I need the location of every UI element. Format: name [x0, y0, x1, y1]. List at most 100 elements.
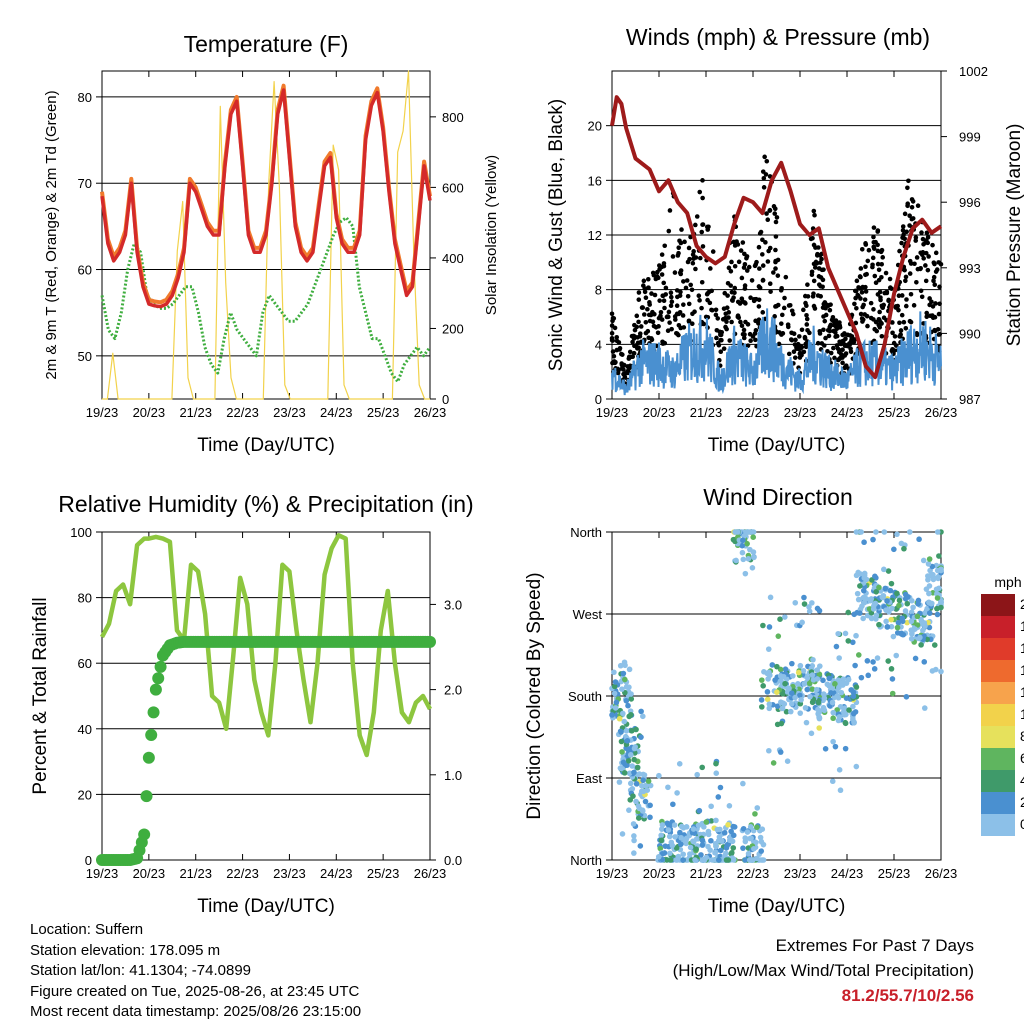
- direction-point: [747, 823, 754, 830]
- gust-point: [688, 282, 694, 288]
- direction-point: [639, 808, 646, 814]
- direction-point: [884, 598, 890, 604]
- direction-point: [820, 677, 826, 684]
- legend-label: 6: [1020, 750, 1024, 766]
- gust-point: [891, 340, 897, 346]
- gust-point: [819, 341, 825, 346]
- gust-point: [773, 247, 778, 253]
- gust-point: [937, 301, 942, 307]
- solar-insolation-line: [102, 70, 430, 400]
- direction-point: [826, 675, 832, 682]
- direction-point: [804, 686, 811, 693]
- direction-points: [609, 529, 944, 863]
- direction-point: [934, 529, 941, 535]
- direction-point: [832, 681, 838, 687]
- direction-point: [813, 686, 820, 693]
- gust-point: [776, 341, 782, 347]
- direction-point: [799, 619, 805, 626]
- gust-point: [666, 309, 672, 315]
- direction-point: [934, 595, 941, 601]
- direction-point: [680, 857, 686, 863]
- direction-point: [904, 619, 910, 626]
- gust-point: [677, 238, 682, 244]
- y-tick-label: 80: [78, 90, 92, 105]
- direction-point: [627, 780, 634, 787]
- y-tick-label: 40: [78, 722, 92, 737]
- extremes-values: 81.2/55.7/10/2.56: [841, 986, 974, 1005]
- gust-point: [837, 325, 843, 330]
- gust-point: [771, 270, 776, 275]
- direction-point: [775, 633, 782, 639]
- direction-point: [640, 788, 647, 795]
- gust-point: [636, 297, 642, 302]
- gust-point: [643, 320, 649, 325]
- direction-point: [872, 573, 878, 580]
- direction-point: [740, 825, 747, 832]
- direction-point: [772, 677, 778, 683]
- rainfall-point: [149, 683, 162, 696]
- direction-point: [798, 696, 804, 703]
- direction-point: [745, 555, 752, 562]
- gust-point: [734, 239, 739, 244]
- gust-point: [782, 295, 787, 301]
- direction-point: [618, 738, 625, 745]
- gust-point: [676, 245, 682, 250]
- direction-point: [920, 627, 926, 634]
- gust-point: [874, 328, 880, 334]
- gust-point: [764, 158, 770, 164]
- y2-tick-label: 987: [959, 392, 981, 407]
- plot-frame: [101, 531, 431, 861]
- legend-swatch: [981, 638, 1015, 660]
- gust-point: [862, 297, 868, 302]
- gust-point: [724, 319, 729, 324]
- gust-point: [735, 299, 741, 305]
- gust-point: [904, 297, 909, 302]
- gust-point: [767, 207, 773, 213]
- gust-point: [748, 338, 753, 343]
- gust-point: [752, 263, 758, 269]
- direction-point: [726, 803, 733, 809]
- gust-point: [811, 278, 817, 284]
- direction-point: [842, 745, 849, 752]
- gust-point: [725, 280, 731, 286]
- direction-point: [900, 631, 907, 638]
- gust-point: [741, 327, 747, 333]
- gust-point: [842, 365, 848, 371]
- gust-point: [921, 241, 926, 247]
- gust-point: [890, 320, 895, 325]
- direction-point: [873, 529, 879, 535]
- gust-point: [815, 251, 820, 257]
- direction-point: [902, 608, 909, 614]
- gust-point: [746, 264, 752, 270]
- direction-point: [803, 719, 810, 726]
- gust-point: [853, 320, 859, 326]
- direction-point: [739, 549, 746, 556]
- direction-point: [866, 606, 873, 612]
- gust-point: [740, 240, 746, 245]
- direction-point: [769, 662, 776, 668]
- direction-point: [774, 663, 780, 670]
- direction-point: [852, 662, 858, 669]
- y-tick-label: North: [570, 853, 602, 868]
- gust-point: [825, 348, 830, 354]
- gust-point: [793, 337, 798, 343]
- chart-title-winds: Winds (mph) & Pressure (mb): [626, 24, 930, 50]
- direction-point: [788, 690, 795, 696]
- direction-point: [861, 539, 867, 546]
- gust-point: [915, 266, 921, 272]
- gust-point: [764, 211, 769, 216]
- direction-point: [790, 673, 796, 679]
- gust-point: [630, 339, 635, 345]
- direction-point: [658, 832, 664, 839]
- gust-point: [638, 324, 644, 329]
- gust-point: [925, 267, 931, 273]
- x-tick-label: 21/23: [690, 405, 723, 420]
- direction-point: [627, 797, 634, 803]
- direction-point: [938, 604, 944, 611]
- direction-point: [611, 683, 618, 690]
- direction-point: [696, 807, 703, 814]
- direction-point: [920, 557, 927, 564]
- direction-point: [781, 701, 788, 707]
- direction-point: [815, 706, 821, 713]
- gust-points: [609, 154, 944, 387]
